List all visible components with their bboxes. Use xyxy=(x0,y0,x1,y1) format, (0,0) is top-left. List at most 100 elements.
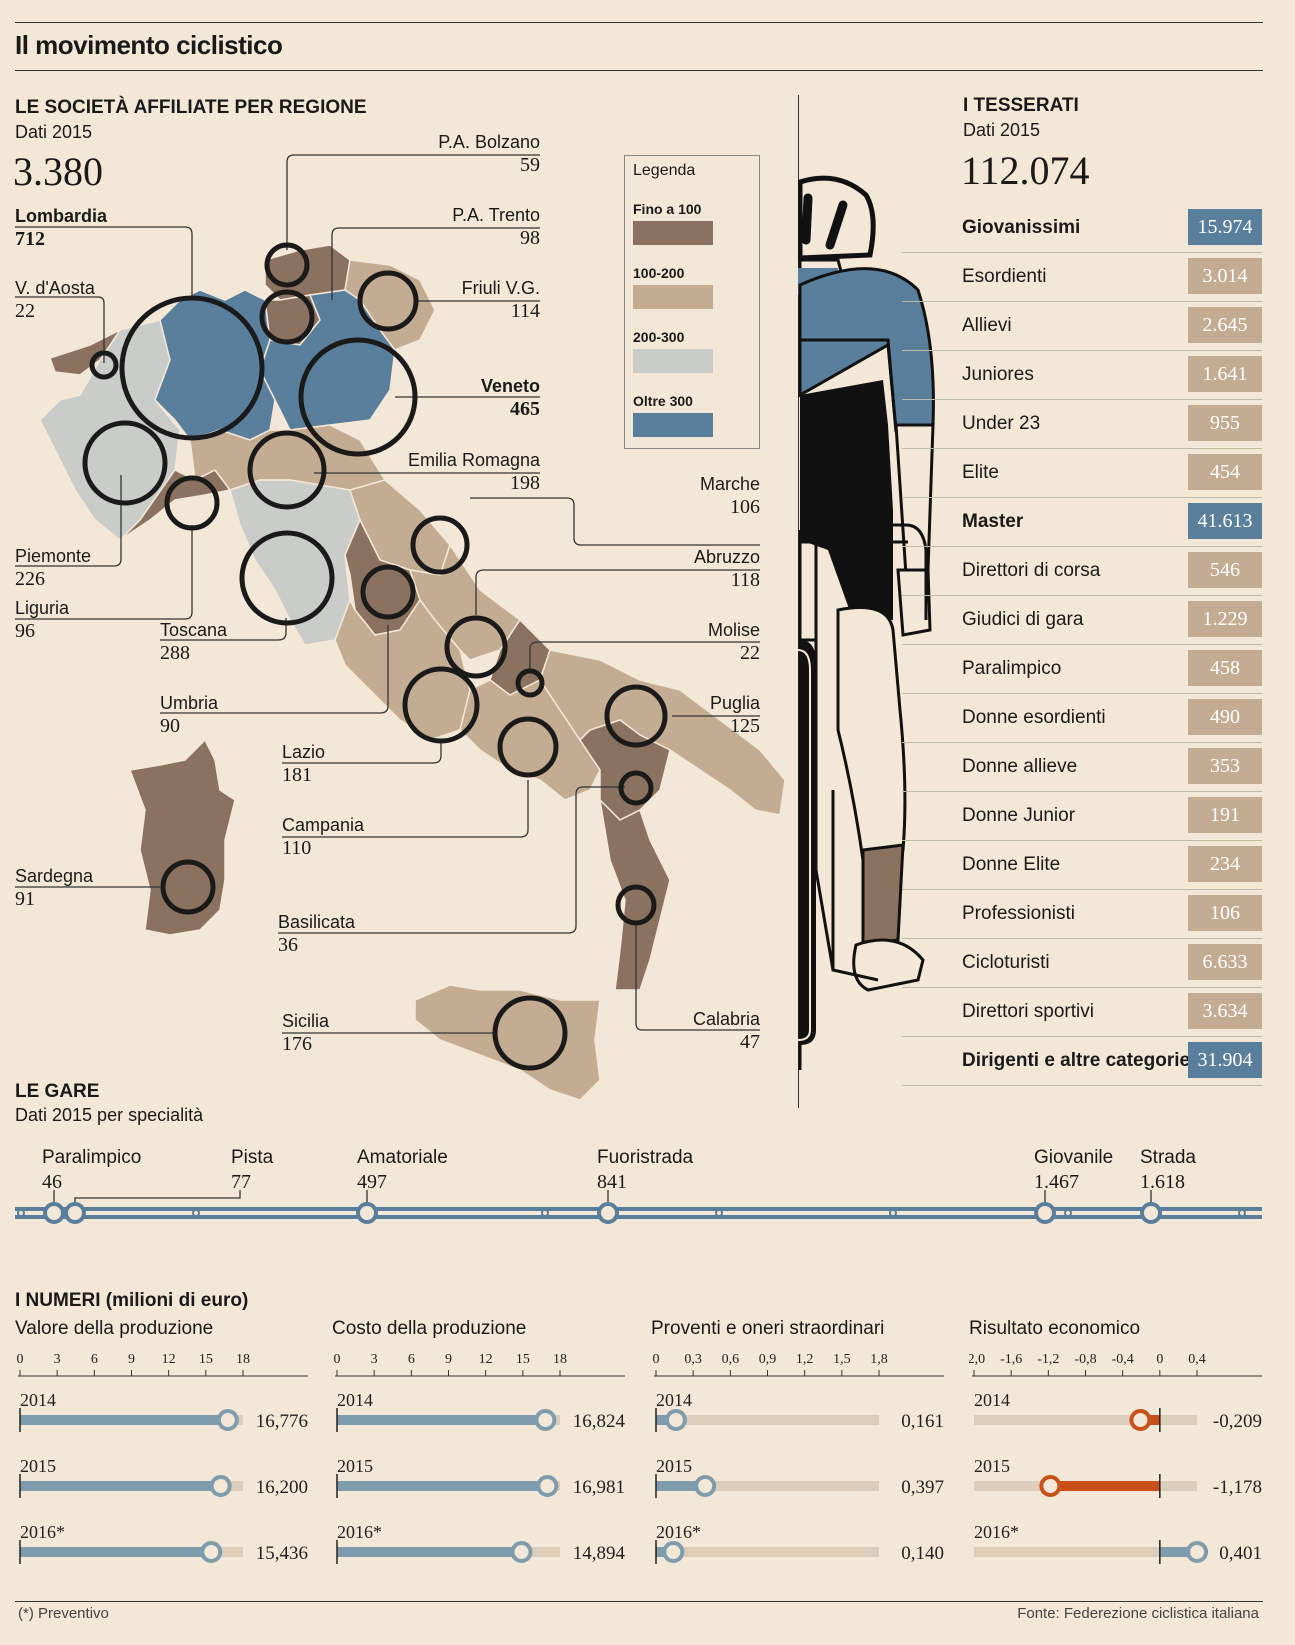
legend-swatch xyxy=(633,285,713,309)
region-bubbles xyxy=(82,242,668,1071)
bubble-vdaosta xyxy=(89,350,119,380)
label-sicilia: Sicilia 176 xyxy=(282,1011,330,1055)
gare-timeline xyxy=(15,1190,1262,1224)
label-vdaosta: V. d'Aosta 22 xyxy=(15,278,95,322)
gare-marker-fuoristrada xyxy=(597,1202,619,1224)
tick-label: 3 xyxy=(54,1352,61,1367)
region-sicilia xyxy=(414,984,601,1101)
label-trento: P.A. Trento 98 xyxy=(452,205,540,249)
tick-label: 0,9 xyxy=(759,1352,777,1367)
region-sardegna xyxy=(128,738,236,936)
region-lombardia xyxy=(154,289,276,441)
bubble-lazio xyxy=(402,666,480,744)
year-label: 2015 xyxy=(974,1456,1010,1476)
tess-value: 234 xyxy=(1188,846,1262,882)
bar xyxy=(20,1415,228,1425)
legend-swatch xyxy=(633,413,713,437)
tess-value: 2.645 xyxy=(1188,307,1262,343)
tess-value: 191 xyxy=(1188,797,1262,833)
tess-row-juniores: Juniores 1.641 xyxy=(902,350,1262,400)
tess-row-donne-junior: Donne Junior 191 xyxy=(902,791,1262,841)
gare-marker-strada xyxy=(1140,1202,1162,1224)
tess-row-paralimpico: Paralimpico 458 xyxy=(902,644,1262,694)
label-liguria: Liguria 96 xyxy=(15,598,70,642)
tess-value: 458 xyxy=(1188,650,1262,686)
bubble-sardegna xyxy=(160,859,216,915)
label-calabria: Calabria 47 xyxy=(692,1009,760,1053)
bubble-marche xyxy=(410,515,470,575)
bubble-friuli xyxy=(357,270,419,332)
tick-label: 1,8 xyxy=(870,1352,888,1367)
societa-heading: LE SOCIETÀ AFFILIATE PER REGIONE xyxy=(15,97,367,118)
year-label: 2016* xyxy=(974,1522,1019,1542)
label-bolzano: P.A. Bolzano 59 xyxy=(438,132,540,176)
bubble-liguria xyxy=(164,475,220,531)
gare-amatoriale: Amatoriale 497 xyxy=(357,1147,448,1193)
tick-label: -1,2 xyxy=(1037,1352,1059,1367)
tick-label: 6 xyxy=(408,1352,415,1367)
value-label: 16,981 xyxy=(573,1477,625,1498)
label-marche: Marche 106 xyxy=(699,474,760,518)
tick-label: 3 xyxy=(371,1352,378,1367)
bar xyxy=(337,1415,546,1425)
year-label: 2016* xyxy=(656,1522,701,1542)
footer-note: (*) Preventivo xyxy=(18,1605,109,1622)
gare-pista: Pista 77 xyxy=(231,1147,274,1193)
value-dot xyxy=(209,1475,232,1497)
bubble-umbria xyxy=(360,564,416,620)
tess-value: 41.613 xyxy=(1188,503,1262,539)
gare-fuoristrada: Fuoristrada 841 xyxy=(597,1147,694,1193)
value-dot xyxy=(216,1409,239,1431)
bar xyxy=(20,1481,221,1491)
gare-marker-giovanile xyxy=(1034,1202,1056,1224)
tess-row-giudici: Giudici di gara 1.229 xyxy=(902,595,1262,645)
tess-value: 1.229 xyxy=(1188,601,1262,637)
label-lombardia: Lombardia 712 xyxy=(15,206,108,250)
gare-marker-amatoriale xyxy=(356,1202,378,1224)
bubble-basilicata xyxy=(618,770,654,806)
year-label: 2015 xyxy=(20,1456,56,1476)
bar xyxy=(1159,1547,1198,1557)
tick-label: 1,2 xyxy=(796,1352,814,1367)
gare-marker-paralimpico xyxy=(43,1202,65,1224)
tess-row-donne-elite: Donne Elite 234 xyxy=(902,840,1262,890)
tess-value: 353 xyxy=(1188,748,1262,784)
societa-total: 3.380 xyxy=(13,149,103,194)
tick-label: 0 xyxy=(1156,1352,1163,1367)
tess-row-dirigenti: Dirigenti e altre categorie 31.904 xyxy=(902,1036,1262,1086)
value-label: -1,178 xyxy=(1213,1477,1262,1498)
tick-label: 0,6 xyxy=(722,1352,740,1367)
label-piemonte: Piemonte 226 xyxy=(15,546,92,590)
year-label: 2015 xyxy=(656,1456,692,1476)
bubble-puglia xyxy=(604,684,668,748)
year-label: 2014 xyxy=(20,1390,56,1410)
label-molise: Molise 22 xyxy=(707,620,760,664)
tess-value: 3.014 xyxy=(1188,258,1262,294)
bar xyxy=(1050,1481,1160,1491)
region-vdaosta xyxy=(49,328,123,376)
bar xyxy=(656,1481,706,1491)
numeri-heading: I NUMERI (milioni di euro) xyxy=(15,1290,249,1311)
tess-value: 490 xyxy=(1188,699,1262,735)
tess-row-giovanissimi: Giovanissimi 15.974 xyxy=(902,203,1262,253)
tick-label: 18 xyxy=(236,1352,250,1367)
leader-lines xyxy=(15,154,760,1034)
tick-label: -2,0 xyxy=(969,1352,985,1367)
value-label: 0,161 xyxy=(901,1411,944,1432)
tess-value: 1.641 xyxy=(1188,356,1262,392)
tick-label: 1,5 xyxy=(833,1352,851,1367)
value-label: 15,436 xyxy=(256,1543,308,1564)
legend-item: 100-200 xyxy=(633,265,713,309)
gare-heading: LE GARE xyxy=(15,1081,100,1102)
tick-label: 9 xyxy=(128,1352,135,1367)
bar xyxy=(337,1547,522,1557)
tess-row-esordienti: Esordienti 3.014 xyxy=(902,252,1262,302)
bubble-calabria xyxy=(615,884,657,926)
tess-row-direttori-sportivi: Direttori sportivi 3.634 xyxy=(902,987,1262,1037)
societa-subtitle: Dati 2015 xyxy=(15,122,93,142)
bubble-sicilia xyxy=(492,995,568,1071)
tick-label: 15 xyxy=(199,1352,213,1367)
value-label: 14,894 xyxy=(573,1543,626,1564)
fin-chart: 0 3 6 9 12 15 18 2014 16,776 2015 16,200 2016* 15,43… xyxy=(17,1352,308,1564)
year-label: 2016* xyxy=(20,1522,65,1542)
